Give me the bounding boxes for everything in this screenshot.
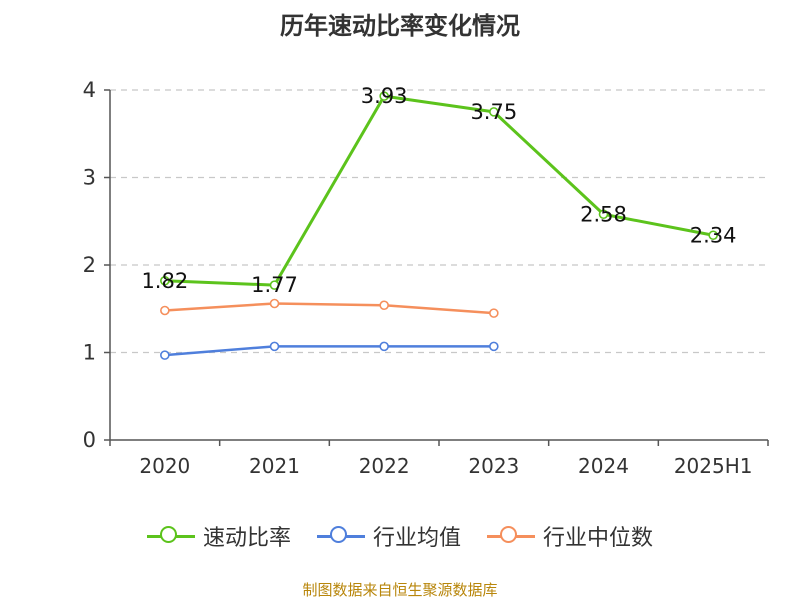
data-label-2022: 3.93: [361, 84, 408, 108]
x-tick-label-2020: 2020: [139, 454, 190, 478]
axes: 0 1 2 3 4 2020 2021 2022 2023 2024 2025H1: [83, 78, 769, 478]
data-label-2021: 1.77: [251, 273, 298, 297]
legend-marker-industry-median-icon: [487, 525, 535, 543]
point-speed-ratio-2023: [489, 107, 499, 117]
legend-label-industry-average: 行业均值: [372, 526, 461, 551]
y-tick-label-4: 4: [83, 78, 96, 102]
legend-item-industry-median[interactable]: 行业中位数: [487, 520, 653, 552]
x-tick-label-2025H1: 2025H1: [674, 454, 753, 478]
series-line-speed-ratio: [164, 94, 714, 287]
x-tick-label-2023: 2023: [468, 454, 519, 478]
point-industry-average-2023: [489, 341, 499, 352]
x-tick-label-2021: 2021: [249, 454, 300, 478]
legend-item-speed-ratio[interactable]: 速动比率: [146, 520, 291, 552]
data-label-2020: 1.82: [141, 269, 188, 293]
point-industry-median-2021: [269, 298, 280, 309]
point-industry-average-2020: [160, 350, 170, 360]
legend-marker-industry-average-icon: [316, 525, 365, 543]
data-label-2025H1: 2.34: [690, 223, 737, 247]
point-speed-ratio-2021: [269, 280, 280, 290]
point-industry-average-2021: [269, 341, 280, 352]
series-lines: [160, 91, 718, 360]
point-industry-average-2022: [379, 341, 389, 352]
legend: 速动比率 行业均值 行业中位数: [0, 520, 800, 552]
grid-lines: [110, 89, 768, 354]
legend-label-industry-median: 行业中位数: [543, 526, 654, 551]
point-speed-ratio-2022: [379, 91, 389, 101]
legend-item-industry-average[interactable]: 行业均值: [316, 520, 461, 552]
point-speed-ratio-2020: [160, 275, 170, 286]
data-source-note: 制图数据来自恒生聚源数据库: [302, 581, 498, 599]
legend-marker-speed-ratio-icon: [146, 525, 195, 543]
point-industry-median-2020: [160, 305, 170, 316]
y-tick-label-3: 3: [83, 166, 96, 190]
point-industry-median-2023: [489, 308, 499, 318]
data-label-2024: 2.58: [580, 202, 627, 226]
point-speed-ratio-2025H1: [708, 230, 718, 241]
legend-label-speed-ratio: 速动比率: [202, 526, 291, 551]
x-tick-label-2022: 2022: [359, 454, 410, 478]
series-line-industry-median: [164, 302, 494, 315]
x-tick-label-2024: 2024: [578, 454, 629, 478]
data-label-2023: 3.75: [470, 100, 517, 124]
point-industry-median-2022: [379, 300, 389, 311]
y-tick-label-0: 0: [83, 428, 96, 452]
y-tick-label-2: 2: [83, 253, 96, 277]
chart-title: 历年速动比率变化情况: [280, 12, 520, 40]
y-tick-label-1: 1: [83, 341, 96, 365]
series-line-industry-average: [164, 345, 494, 357]
point-speed-ratio-2024: [598, 209, 609, 220]
data-labels: 1.82 1.77 3.93 3.75 2.58 2.34: [141, 84, 736, 297]
